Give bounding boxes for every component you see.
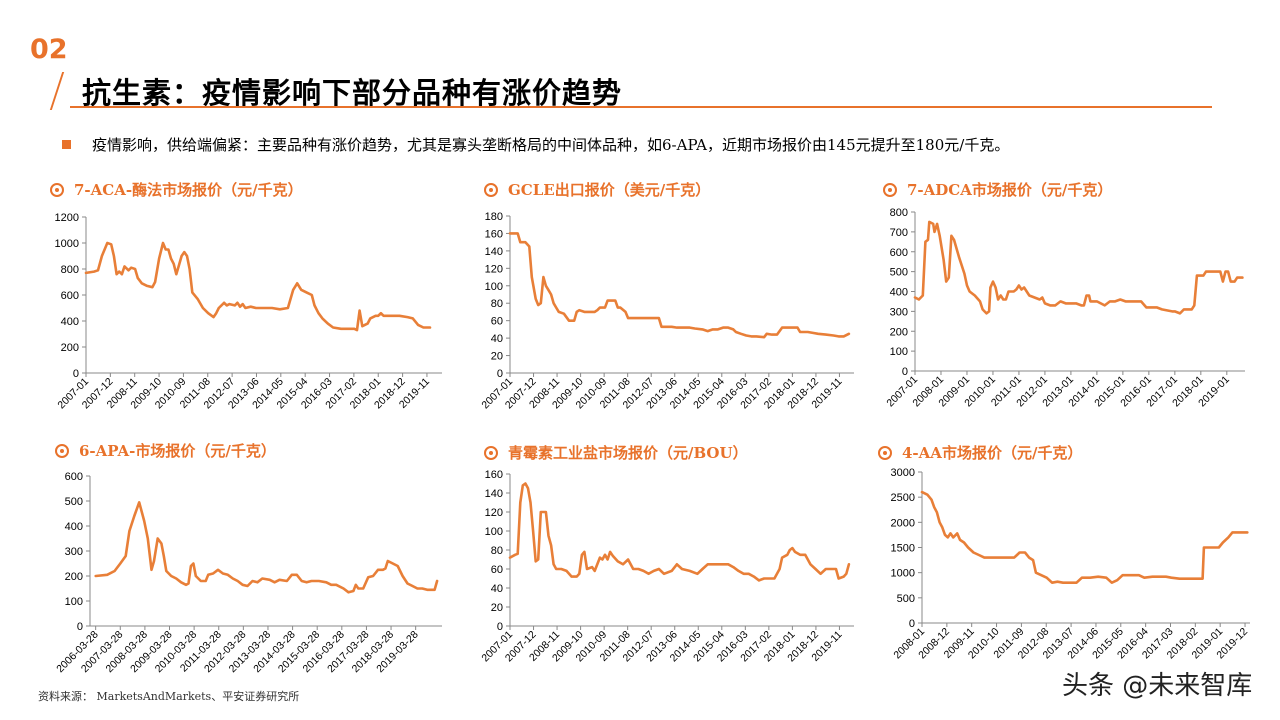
watermark: 头条 @未来智库 (1062, 671, 1253, 701)
chart-title-4aa: 4-AA市场报价（元/千克） (878, 442, 1082, 463)
y-tick-label: 700 (890, 227, 908, 239)
chart-title-gcle: GCLE出口报价（美元/千克） (484, 179, 710, 200)
y-tick-label: 800 (890, 207, 908, 219)
chart-title-penicillin: 青霉素工业盐市场报价（元/BOU） (484, 442, 748, 463)
y-tick-label: 300 (65, 546, 83, 558)
y-tick-label: 80 (491, 545, 503, 557)
target-icon (484, 445, 498, 460)
chart-4aa: 0500100015002000250030002008-012008-1220… (891, 467, 1251, 661)
target-icon (878, 445, 892, 460)
header-divider (49, 72, 65, 110)
series-line (84, 241, 432, 332)
source-note: 资料来源： MarketsAndMarkets、平安证券研究所 (38, 690, 300, 703)
y-tick-label: 500 (897, 593, 915, 605)
y-tick-label: 40 (491, 333, 503, 345)
target-icon (55, 443, 69, 458)
y-tick-label: 400 (890, 287, 908, 299)
y-tick-label: 20 (491, 351, 503, 363)
y-tick-label: 120 (485, 263, 503, 275)
y-tick-label: 500 (890, 267, 908, 279)
y-tick-label: 200 (65, 571, 83, 583)
y-tick-label: 400 (65, 521, 83, 533)
y-tick-label: 1500 (891, 543, 915, 555)
y-tick-label: 200 (890, 326, 908, 338)
y-tick-label: 0 (902, 366, 908, 378)
chart-title-7adca: 7-ADCA市场报价（元/千克） (883, 179, 1112, 200)
y-tick-label: 140 (485, 488, 503, 500)
y-tick-label: 600 (890, 247, 908, 259)
y-tick-label: 0 (497, 368, 503, 380)
y-tick-label: 20 (491, 602, 503, 614)
bullet-text: 疫情影响，供给端偏紧：主要品种有涨价趋势，尤其是寡头垄断格局的中间体品种，如6-… (92, 136, 1010, 154)
series-line (508, 482, 851, 582)
y-tick-label: 1200 (55, 212, 79, 224)
y-tick-label: 60 (491, 316, 503, 328)
series-line (508, 232, 851, 339)
y-tick-label: 200 (61, 342, 79, 354)
y-tick-label: 100 (485, 526, 503, 538)
chart-title-text: 7-ADCA市场报价（元/千克） (907, 181, 1113, 199)
chart-title-text: GCLE出口报价（美元/千克） (508, 181, 711, 199)
chart-7adca: 01002003004005006007008002007-012008-012… (884, 207, 1245, 409)
chart-title-text: 6-APA-市场报价（元/千克） (79, 442, 276, 460)
y-tick-label: 800 (61, 264, 79, 276)
target-icon (883, 182, 897, 197)
y-tick-label: 0 (497, 621, 503, 633)
chart-title-7aca: 7-ACA-酶法市场报价（元/千克） (50, 179, 303, 200)
y-tick-label: 3000 (891, 467, 915, 479)
y-tick-label: 1000 (891, 568, 915, 580)
target-icon (50, 182, 64, 197)
bullet-square-icon (62, 140, 71, 149)
y-tick-label: 400 (61, 316, 79, 328)
y-tick-label: 0 (909, 618, 915, 630)
y-tick-label: 500 (65, 496, 83, 508)
y-tick-label: 60 (491, 564, 503, 576)
y-tick-label: 120 (485, 507, 503, 519)
chart-title-text: 青霉素工业盐市场报价（元/BOU） (508, 444, 748, 462)
y-tick-label: 2000 (891, 517, 915, 529)
y-tick-label: 80 (491, 298, 503, 310)
y-tick-label: 180 (485, 211, 503, 223)
series-line (94, 501, 439, 594)
page-title: 抗生素：疫情影响下部分品种有涨价趋势 (82, 76, 623, 110)
series-line (913, 220, 1244, 315)
y-tick-label: 100 (485, 281, 503, 293)
title-rule (70, 106, 1212, 108)
y-tick-label: 40 (491, 583, 503, 595)
chart-title-6apa: 6-APA-市场报价（元/千克） (55, 440, 276, 461)
series-line (920, 490, 1249, 584)
y-tick-label: 300 (890, 306, 908, 318)
y-tick-label: 0 (73, 368, 79, 380)
y-tick-label: 600 (65, 471, 83, 483)
y-tick-label: 600 (61, 290, 79, 302)
y-tick-label: 160 (485, 228, 503, 240)
chart-title-text: 4-AA市场报价（元/千克） (902, 444, 1083, 462)
target-icon (484, 182, 498, 197)
chart-penicillin: 0204060801001201401602007-012007-122008-… (479, 469, 854, 664)
y-tick-label: 100 (890, 346, 908, 358)
y-tick-label: 2500 (891, 492, 915, 504)
chart-7aca: 0200400600800100012002007-012007-122008-… (55, 212, 442, 411)
y-tick-label: 100 (65, 596, 83, 608)
y-tick-label: 140 (485, 246, 503, 258)
y-tick-label: 160 (485, 469, 503, 481)
y-tick-label: 1000 (55, 238, 79, 250)
chart-6apa: 01002003004005006002006-03-282007-03-282… (54, 471, 442, 675)
section-number: 02 (30, 34, 68, 65)
y-tick-label: 0 (77, 621, 83, 633)
chart-title-text: 7-ACA-酶法市场报价（元/千克） (74, 181, 303, 199)
chart-gcle: 0204060801001201401601802007-012007-1220… (479, 211, 854, 411)
